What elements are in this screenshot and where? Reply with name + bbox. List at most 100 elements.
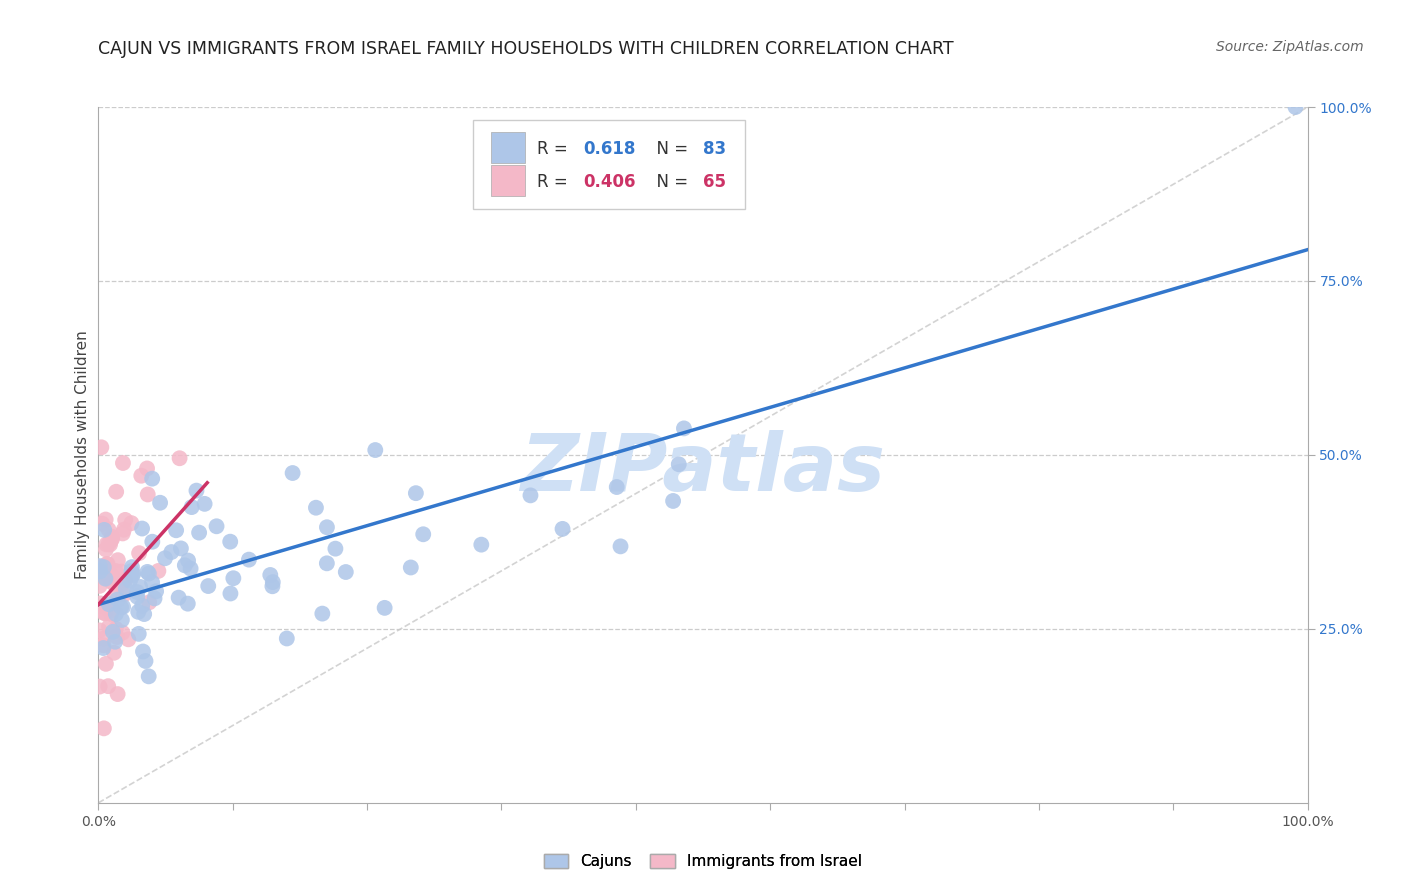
Point — [167, 591, 190, 605]
Point — [186, 483, 208, 498]
Point — [222, 571, 245, 585]
Point — [104, 622, 127, 636]
Point — [118, 574, 141, 588]
Point — [120, 516, 142, 530]
Point — [94, 558, 117, 573]
Point — [374, 600, 396, 615]
Text: 0.618: 0.618 — [583, 140, 636, 158]
Point — [325, 541, 347, 556]
Point — [89, 579, 111, 593]
Point — [316, 520, 339, 534]
Point — [93, 638, 115, 652]
Point — [122, 567, 145, 582]
Point — [519, 488, 541, 502]
Point — [281, 466, 304, 480]
Text: R =: R = — [537, 173, 574, 191]
Point — [177, 553, 200, 567]
Point — [405, 486, 427, 500]
Point — [97, 565, 120, 579]
Point — [114, 573, 136, 587]
Point — [107, 592, 129, 607]
Point — [96, 557, 118, 571]
Point — [100, 533, 122, 548]
Point — [111, 613, 134, 627]
Point — [94, 542, 117, 557]
Point — [145, 584, 167, 599]
Point — [110, 565, 132, 579]
Point — [101, 624, 124, 639]
Point — [335, 565, 357, 579]
Point — [91, 516, 114, 531]
Point — [94, 566, 117, 581]
Point — [169, 451, 191, 466]
Point — [89, 680, 111, 694]
Point — [132, 644, 155, 658]
Point — [399, 560, 422, 574]
Point — [173, 558, 195, 573]
Point — [89, 596, 111, 610]
Text: N =: N = — [647, 140, 693, 158]
Point — [262, 575, 284, 590]
Point — [121, 564, 143, 578]
Text: 0.406: 0.406 — [583, 173, 636, 191]
Point — [98, 537, 121, 551]
Point — [112, 573, 135, 587]
Point — [110, 600, 132, 615]
Point — [94, 599, 117, 614]
Point — [149, 496, 172, 510]
Point — [127, 605, 149, 619]
Point — [219, 534, 242, 549]
Text: CAJUN VS IMMIGRANTS FROM ISRAEL FAMILY HOUSEHOLDS WITH CHILDREN CORRELATION CHAR: CAJUN VS IMMIGRANTS FROM ISRAEL FAMILY H… — [98, 40, 955, 58]
Point — [93, 640, 115, 655]
Point — [89, 559, 111, 574]
Point — [93, 523, 115, 537]
Point — [262, 579, 284, 593]
Text: R =: R = — [537, 140, 574, 158]
Point — [96, 537, 118, 551]
Point — [134, 607, 156, 621]
Point — [89, 560, 111, 574]
Point — [94, 571, 117, 585]
Point — [364, 443, 387, 458]
Point — [138, 595, 160, 609]
Point — [112, 523, 135, 537]
Point — [103, 576, 125, 591]
Point — [127, 590, 149, 604]
Point — [94, 606, 117, 620]
Point — [104, 607, 127, 621]
Point — [94, 657, 117, 671]
Point — [136, 461, 159, 475]
Point — [105, 630, 128, 644]
Point — [668, 457, 690, 471]
Point — [104, 634, 127, 648]
Point — [672, 421, 695, 435]
Point — [114, 582, 136, 596]
Point — [238, 552, 260, 566]
Point — [315, 557, 337, 571]
Point — [305, 500, 328, 515]
Point — [160, 545, 183, 559]
Point — [219, 586, 242, 600]
Legend: Cajuns, Immigrants from Israel: Cajuns, Immigrants from Israel — [538, 847, 868, 875]
Point — [141, 534, 163, 549]
Point — [148, 564, 170, 578]
Point — [93, 606, 115, 620]
Point — [110, 576, 132, 591]
Point — [205, 519, 228, 533]
Point — [134, 654, 156, 668]
Point — [107, 687, 129, 701]
Point — [96, 557, 118, 571]
Point — [90, 440, 112, 454]
Y-axis label: Family Households with Children: Family Households with Children — [75, 331, 90, 579]
Text: 65: 65 — [703, 173, 725, 191]
Point — [104, 564, 127, 578]
Point — [93, 560, 115, 574]
Point — [105, 484, 128, 499]
Point — [97, 679, 120, 693]
FancyBboxPatch shape — [492, 132, 526, 162]
Point — [412, 527, 434, 541]
Point — [89, 565, 111, 579]
Point — [114, 513, 136, 527]
Point — [136, 487, 159, 501]
Point — [111, 456, 134, 470]
